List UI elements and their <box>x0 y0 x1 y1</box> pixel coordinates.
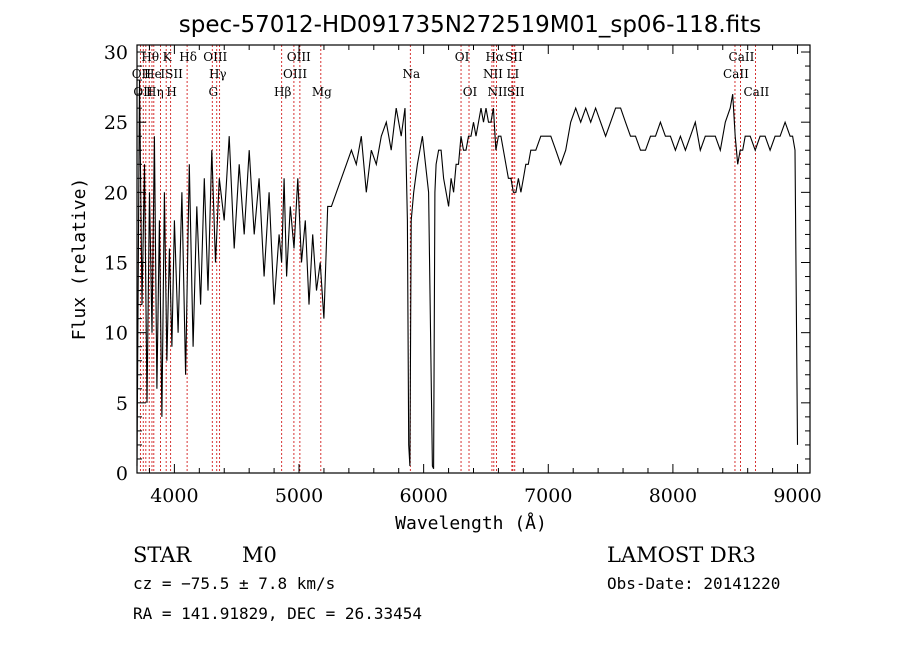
spectral-line-label: OIII <box>203 50 227 64</box>
spectral-line-label: OIII <box>283 67 307 81</box>
y-tick-label: 20 <box>104 182 128 204</box>
spectral-line-label: OI <box>463 85 478 99</box>
spectral-line-label: NII <box>487 85 507 99</box>
x-tick-label: 6000 <box>399 485 447 507</box>
y-tick-label: 0 <box>116 463 128 485</box>
spectral-line-label: Hδ <box>179 50 197 64</box>
spectral-line-label: OI <box>455 50 470 64</box>
spectral-line-label: CaII <box>729 50 755 64</box>
object-class: STAR <box>133 543 192 567</box>
spectral-line-label: Na <box>402 67 420 81</box>
y-tick-label: 10 <box>104 323 128 345</box>
spectral-line-label: H <box>166 85 176 99</box>
object-subclass: M0 <box>242 543 277 567</box>
x-tick-label: 4000 <box>150 485 198 507</box>
spectral-line-label: G <box>208 85 218 99</box>
x-tick-label: 5000 <box>275 485 323 507</box>
spectral-line-label: SII <box>507 85 525 99</box>
spectral-line-label: He <box>144 67 162 81</box>
spectral-line-label: CaII <box>723 67 749 81</box>
spectral-line-label: OII <box>133 85 153 99</box>
spectral-line-label: Hθ <box>141 50 159 64</box>
survey-name: LAMOST DR3 <box>607 543 756 567</box>
y-axis: 0 5 10 15 20 25 30 <box>104 42 810 485</box>
y-axis-label: Flux (relative) <box>69 178 90 341</box>
y-tick-label: 15 <box>104 253 128 275</box>
chart-title: spec-57012-HD091735N272519M01_sp06-118.f… <box>179 12 761 38</box>
x-axis-label: Wavelength (Å) <box>395 512 547 534</box>
spectral-line-label: Hβ <box>274 85 291 99</box>
spectral-line-label: NII <box>483 67 503 81</box>
plot-frame <box>136 44 811 474</box>
y-tick-label: 5 <box>116 393 128 415</box>
observation-date: Obs-Date: 20141220 <box>607 574 780 593</box>
x-axis: 4000 5000 6000 7000 8000 9000 <box>148 45 822 507</box>
spectral-line-label: Hη <box>146 85 164 99</box>
spectral-line-label: SII <box>505 50 523 64</box>
spectral-line-label: ISII <box>160 67 183 81</box>
y-tick-label: 25 <box>104 112 128 134</box>
y-tick-label: 30 <box>104 42 128 64</box>
x-tick-label: 8000 <box>649 485 697 507</box>
spectral-line-label: Hγ <box>209 67 227 81</box>
spectral-line-label: Hα <box>486 50 505 64</box>
redshift-velocity: cz = −75.5 ± 7.8 km/s <box>133 574 335 593</box>
spectrum-series-line <box>136 80 799 470</box>
spectral-line-label: Mg <box>312 85 332 99</box>
spectral-marker-lines <box>139 45 756 473</box>
spectral-line-label: CaII <box>743 85 769 99</box>
x-tick-label: 7000 <box>524 485 572 507</box>
spectral-line-label: LI <box>507 67 520 81</box>
sky-coordinates: RA = 141.91829, DEC = 26.33454 <box>133 604 422 623</box>
spectral-line-label: K <box>163 50 173 64</box>
spectral-line-label: OIII <box>287 50 311 64</box>
x-tick-label: 9000 <box>773 485 821 507</box>
